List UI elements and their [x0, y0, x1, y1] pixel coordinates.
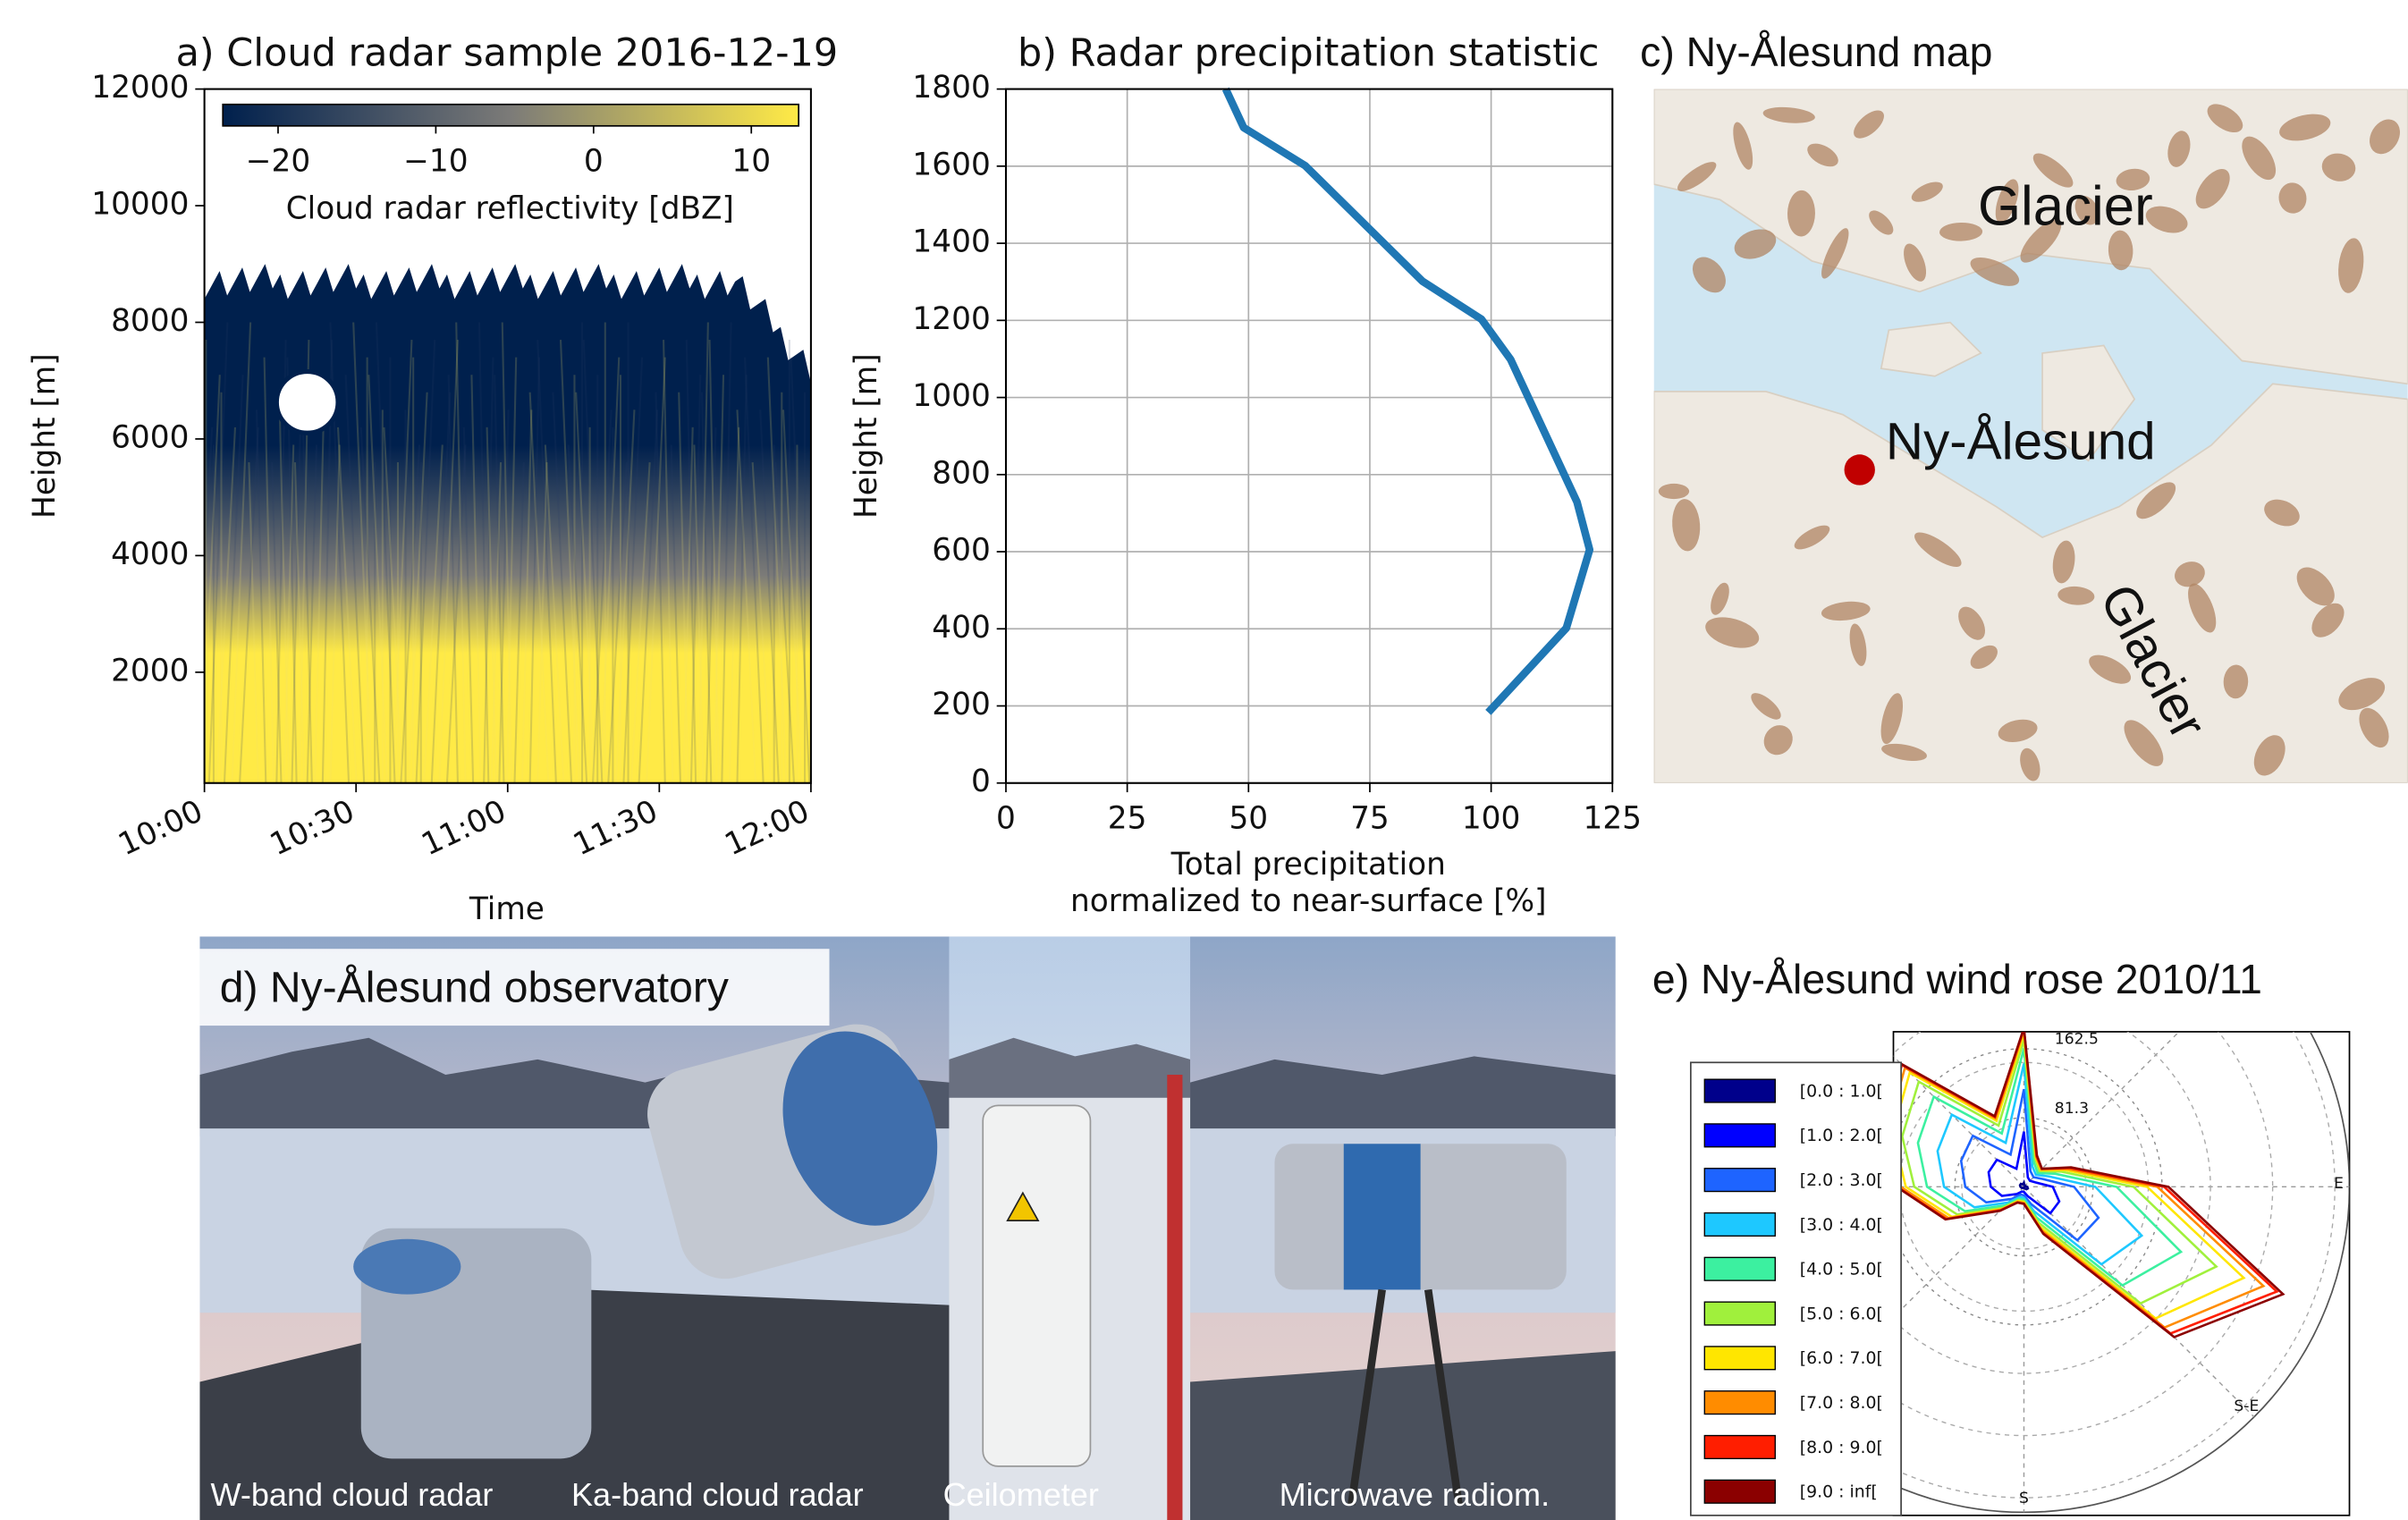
instrument	[983, 1105, 1090, 1466]
y-tick-label: 8000	[111, 303, 189, 339]
legend-label: [5.0 : 6.0[	[1800, 1304, 1883, 1323]
x-tick-label: 125	[1584, 800, 1643, 836]
legend-swatch	[1704, 1347, 1775, 1370]
map-label: Glacier	[1978, 176, 2153, 238]
x-tick-label: 25	[1108, 800, 1147, 836]
x-tick-label: 11:00	[417, 793, 512, 863]
y-tick-label: 800	[932, 455, 991, 491]
x-tick-label: 75	[1350, 800, 1390, 836]
heatmap-image	[186, 264, 811, 782]
page: −20 −10 0 10 Cloud radar reflectivity [dBZ] 2…	[0, 0, 2408, 1520]
photo-caption: Ceilometer	[943, 1476, 1099, 1513]
x-axis-label: normalized to near-surface [%]	[1070, 883, 1546, 919]
chart-title: c) Ny-Ålesund map	[1640, 29, 1992, 75]
colorbar-tick-label: −20	[246, 144, 310, 180]
map-label: Ny-Ålesund	[1886, 412, 2156, 470]
y-tick-label: 600	[932, 533, 991, 569]
y-axis-label: Height [m]	[27, 353, 63, 519]
location-marker	[1845, 454, 1875, 485]
y-tick-label: 10000	[91, 187, 189, 223]
y-tick-label: 1200	[912, 301, 990, 337]
echo-gap	[276, 372, 338, 434]
x-tick-label: 10:00	[113, 793, 208, 863]
legend-label: [4.0 : 5.0[	[1800, 1260, 1883, 1279]
chart-title: a) Cloud radar sample 2016-12-19	[176, 30, 839, 75]
legend-label: [9.0 : inf[	[1800, 1482, 1878, 1502]
chart-title: b) Radar precipitation statistic	[1018, 30, 1599, 75]
chart-title: d) Ny-Ålesund observatory	[220, 963, 729, 1011]
y-tick-label: 200	[932, 687, 991, 722]
legend-swatch	[1704, 1169, 1775, 1192]
legend-swatch	[1704, 1436, 1775, 1459]
legend-swatch	[1704, 1124, 1775, 1147]
colorbar-label: Cloud radar reflectivity [dBZ]	[286, 191, 734, 227]
colorbar-tick-label: 0	[584, 144, 604, 180]
y-tick-label: 12000	[91, 70, 189, 106]
x-axis-label: Time	[469, 891, 545, 927]
legend-label: [2.0 : 3.0[	[1800, 1170, 1883, 1190]
y-tick-label: 400	[932, 610, 991, 646]
x-tick-label: 100	[1462, 800, 1521, 836]
y-tick-label: 1800	[912, 70, 990, 106]
legend-swatch	[1704, 1480, 1775, 1503]
photo-caption: Microwave radiom.	[1280, 1476, 1550, 1513]
y-tick-label: 1000	[912, 378, 990, 414]
direction-label: E	[2334, 1175, 2344, 1193]
legend-label: [8.0 : 9.0[	[1800, 1438, 1883, 1457]
x-tick-label: 10:30	[265, 793, 360, 863]
instrument-dish	[353, 1239, 460, 1295]
chart-title: e) Ny-Ålesund wind rose 2010/11	[1652, 956, 2262, 1002]
legend-swatch	[1704, 1213, 1775, 1237]
figure: −20 −10 0 10 Cloud radar reflectivity [dBZ] 2…	[0, 0, 2408, 1520]
legend-swatch	[1704, 1257, 1775, 1280]
direction-label: S	[2019, 1490, 2029, 1507]
y-tick-label: 6000	[111, 419, 189, 455]
x-tick-label: 0	[996, 800, 1016, 836]
x-axis-label: Total precipitation	[1170, 847, 1446, 882]
y-axis-label: Height [m]	[849, 353, 884, 519]
y-tick-label: 0	[971, 764, 991, 799]
photo-caption: Ka-band cloud radar	[571, 1476, 864, 1513]
legend-label: [7.0 : 8.0[	[1800, 1393, 1883, 1413]
y-tick-label: 4000	[111, 536, 189, 572]
colorbar	[223, 105, 798, 126]
photo-caption: W-band cloud radar	[210, 1476, 493, 1513]
y-tick-label: 2000	[111, 653, 189, 688]
x-tick-label: 11:30	[568, 793, 663, 863]
y-tick-label: 1600	[912, 147, 990, 182]
instrument-window	[1344, 1144, 1421, 1289]
x-tick-label: 12:00	[720, 793, 815, 863]
legend-swatch	[1704, 1079, 1775, 1102]
y-tick-label: 1400	[912, 224, 990, 260]
x-tick-label: 50	[1229, 800, 1268, 836]
colorbar-tick-label: −10	[403, 144, 468, 180]
mountain	[1659, 484, 1689, 499]
legend-label: [6.0 : 7.0[	[1800, 1348, 1883, 1368]
direction-label: S-E	[2234, 1398, 2259, 1415]
legend-label: [3.0 : 4.0[	[1800, 1215, 1883, 1235]
legend-label: [1.0 : 2.0[	[1800, 1126, 1883, 1145]
colorbar-tick-label: 10	[731, 144, 771, 180]
rose-tick-label: 81.3	[2055, 1100, 2089, 1118]
legend-swatch	[1704, 1391, 1775, 1414]
line	[1226, 89, 1590, 713]
rose-tick-label: 162.5	[2055, 1031, 2099, 1049]
legend-swatch	[1704, 1302, 1775, 1325]
legend-label: [0.0 : 1.0[	[1800, 1081, 1883, 1101]
